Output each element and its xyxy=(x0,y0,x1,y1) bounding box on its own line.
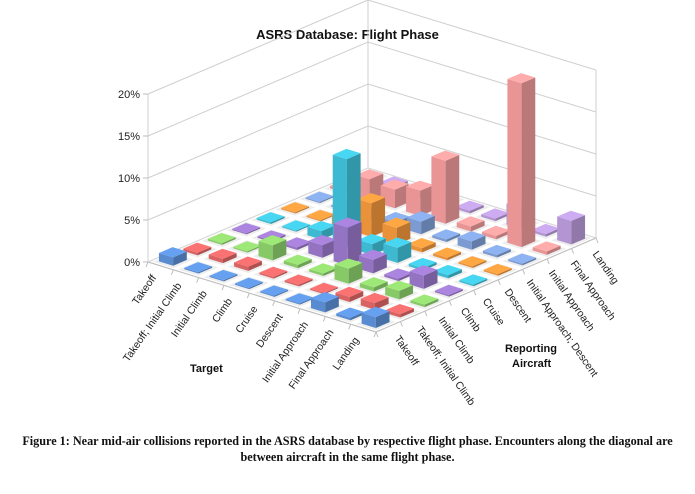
bar xyxy=(352,249,393,276)
bar xyxy=(300,208,341,224)
figure-caption: Figure 1: Near mid-air collisions report… xyxy=(22,434,673,464)
bar xyxy=(303,263,344,279)
bar xyxy=(401,238,442,255)
bar xyxy=(404,294,445,310)
bar xyxy=(299,190,340,206)
reporting-axis-title-line1: Reporting xyxy=(505,343,557,355)
bar xyxy=(278,274,319,289)
bar xyxy=(378,268,419,284)
bar xyxy=(304,281,344,297)
chart-bars xyxy=(152,73,592,331)
bar xyxy=(152,247,193,268)
target-category-label: Descent xyxy=(254,312,286,351)
bar xyxy=(380,303,420,320)
bar xyxy=(377,237,418,266)
bar xyxy=(525,223,566,239)
z-axis-ticks: 0% 5% 10% 15% 20% xyxy=(118,89,148,269)
z-tick-label: 15% xyxy=(118,131,140,143)
bar xyxy=(253,266,294,281)
bar xyxy=(476,225,516,242)
bar xyxy=(354,292,395,312)
z-tick-label: 20% xyxy=(118,89,140,101)
bar xyxy=(227,240,268,255)
bar xyxy=(330,307,371,323)
bar xyxy=(400,180,440,219)
bar xyxy=(252,235,293,263)
target-category-label: Takeoff xyxy=(130,273,159,308)
bar xyxy=(450,216,491,234)
z-tick-label: 10% xyxy=(118,173,140,185)
target-axis-title: Target xyxy=(190,363,223,375)
bar xyxy=(353,277,394,294)
bar xyxy=(355,306,396,331)
bar xyxy=(202,248,243,266)
bar xyxy=(427,247,468,263)
bar xyxy=(178,261,219,276)
z-tick-label: 5% xyxy=(124,215,140,227)
bar xyxy=(502,252,543,268)
chart-title: ASRS Database: Flight Phase xyxy=(256,27,439,42)
reporting-category-label: Climb xyxy=(458,305,483,334)
bar xyxy=(302,234,343,260)
bar xyxy=(201,232,242,248)
bar xyxy=(526,241,567,258)
bar xyxy=(226,222,267,237)
bar xyxy=(177,242,218,258)
bar xyxy=(501,73,542,250)
bar xyxy=(428,264,468,281)
bar xyxy=(449,200,490,216)
bar xyxy=(276,219,316,234)
bar xyxy=(277,254,318,271)
bar xyxy=(475,208,516,224)
bar xyxy=(327,217,368,268)
bar xyxy=(328,258,369,286)
target-category-label: Climb xyxy=(210,296,235,325)
target-category-label: Landing xyxy=(331,335,362,373)
bar xyxy=(228,256,268,274)
reporting-category-label: Takeoff; Initial Climb xyxy=(414,324,478,408)
bar xyxy=(279,292,320,307)
bar xyxy=(379,280,420,302)
bar xyxy=(426,229,467,245)
bar xyxy=(254,284,295,300)
bar xyxy=(425,150,466,226)
bar xyxy=(228,276,269,292)
bar xyxy=(304,292,345,315)
bar xyxy=(250,211,291,227)
bar xyxy=(477,263,518,278)
z-tick-label: 0% xyxy=(124,257,140,269)
bar xyxy=(452,255,493,271)
bar xyxy=(276,237,317,253)
target-category-label: Cruise xyxy=(233,304,260,336)
bar xyxy=(275,201,316,216)
bar xyxy=(453,273,494,289)
bar xyxy=(551,210,592,247)
bar xyxy=(203,268,244,284)
reporting-category-label: Takeoff xyxy=(392,334,421,369)
bar xyxy=(400,211,441,237)
bar xyxy=(428,284,469,299)
bar xyxy=(329,286,370,305)
bar xyxy=(403,265,444,292)
reporting-axis-title-line2: Aircraft xyxy=(512,358,551,370)
reporting-category-label: Cruise xyxy=(480,296,507,328)
bar xyxy=(451,231,492,252)
bar xyxy=(476,244,517,260)
